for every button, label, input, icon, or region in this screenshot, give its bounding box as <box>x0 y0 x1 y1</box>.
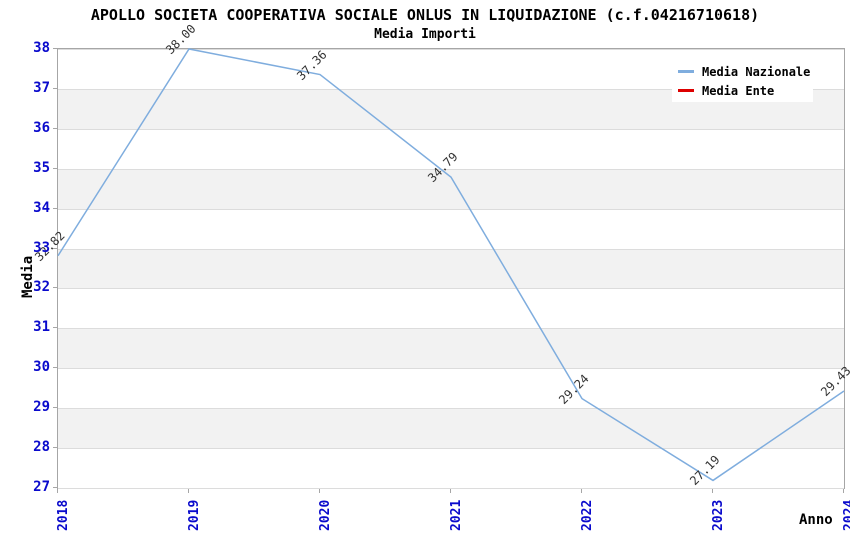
y-tick-label: 29 <box>33 399 50 416</box>
line-series-media-nazionale <box>57 48 845 482</box>
x-tick-mark <box>319 489 320 493</box>
plot-band-white <box>58 288 844 329</box>
y-tick-label: 33 <box>33 239 50 256</box>
y-tick-label: 34 <box>33 199 50 216</box>
x-tick-label: 2022 <box>580 499 595 531</box>
gridline <box>58 328 844 330</box>
plot-band-gray <box>58 248 844 289</box>
y-tick-mark <box>53 48 57 49</box>
legend-label-media-ente: Media Ente <box>702 83 775 98</box>
y-tick-label: 37 <box>33 79 50 96</box>
media-ente-line-swatch-icon <box>678 89 694 92</box>
y-tick-label: 38 <box>33 40 50 56</box>
gridline <box>58 488 844 489</box>
y-tick-label: 30 <box>33 359 50 376</box>
plot-area: 32.82 38.00 37.36 34.79 29.24 27.19 29.43 <box>32 22 850 489</box>
y-tick-mark <box>53 487 57 488</box>
gridline <box>58 88 844 90</box>
x-tick-mark <box>581 489 582 493</box>
gridline <box>58 128 844 130</box>
y-tick-mark <box>53 367 57 369</box>
y-tick-label: 27 <box>33 479 50 495</box>
plot-band-gray <box>58 408 844 449</box>
chart-title: APOLLO SOCIETA COOPERATIVA SOCIALE ONLUS… <box>90 6 760 24</box>
plot-band-gray <box>58 328 844 369</box>
x-tick-mark <box>843 489 844 493</box>
y-tick-mark <box>53 447 57 449</box>
y-tick-mark <box>53 87 57 89</box>
gridline <box>58 49 844 50</box>
y-tick-mark <box>53 167 57 169</box>
y-tick-mark <box>53 287 57 289</box>
x-tick-mark <box>712 489 713 493</box>
gridline <box>58 288 844 290</box>
gridline <box>58 448 844 450</box>
chart-subtitle: Media Importi <box>374 27 476 42</box>
x-axis-label: Anno <box>799 512 833 528</box>
y-tick-label: 31 <box>33 319 50 336</box>
x-tick-mark <box>450 489 451 493</box>
y-tick-label: 36 <box>33 119 50 136</box>
y-tick-mark <box>53 127 57 129</box>
legend-item-media-ente: Media Ente <box>678 83 813 98</box>
y-tick-label: 35 <box>33 159 50 176</box>
y-tick-mark <box>53 407 57 409</box>
y-tick-mark <box>53 247 57 249</box>
x-tick-label: 2023 <box>711 499 726 531</box>
gridline <box>58 208 844 210</box>
legend: Media Nazionale Media Ente <box>672 56 813 102</box>
gridline <box>58 368 844 370</box>
y-tick-mark <box>53 207 57 209</box>
x-tick-label: 2019 <box>187 499 202 531</box>
x-tick-label: 2021 <box>449 499 464 531</box>
gridline <box>58 248 844 250</box>
media-nazionale-line-swatch-icon <box>678 70 694 73</box>
x-tick-mark <box>188 489 189 493</box>
gridline <box>58 168 844 170</box>
plot-band-white <box>58 368 844 409</box>
legend-label-media-nazionale: Media Nazionale <box>702 64 811 79</box>
plot-band-white <box>58 208 844 249</box>
plot-band-white <box>58 128 844 169</box>
legend-item-media-nazionale: Media Nazionale <box>678 64 813 79</box>
gridline <box>58 408 844 410</box>
x-tick-mark <box>57 489 58 493</box>
plot-band-white <box>58 448 844 488</box>
x-tick-label: 2018 <box>56 499 71 531</box>
y-tick-label: 28 <box>33 439 50 456</box>
y-tick-mark <box>53 327 57 329</box>
plot-band-gray <box>58 168 844 209</box>
x-tick-label: 2024 <box>842 499 850 531</box>
y-tick-label: 32 <box>33 279 50 296</box>
y-axis-label: Media <box>20 255 36 298</box>
x-tick-label: 2020 <box>318 499 333 531</box>
